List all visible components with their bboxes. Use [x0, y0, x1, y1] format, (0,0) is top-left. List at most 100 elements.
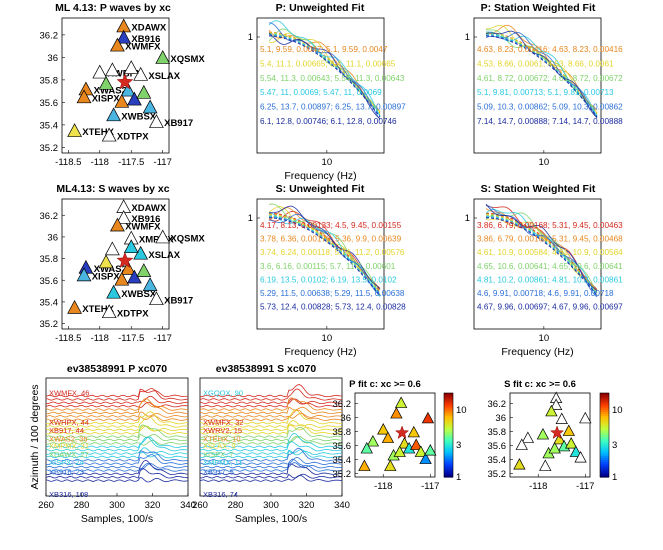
colorbar-segment [600, 426, 609, 430]
station-label: XB916 [131, 214, 160, 225]
station-marker [76, 267, 92, 282]
station-label: XDTPX [117, 132, 149, 143]
fit-parameters: 5.09, 10.3, 0.00862; 5.09, 10.3, 0.00862 [477, 103, 623, 112]
colorbar-segment [444, 416, 453, 419]
waveform-trace [45, 401, 189, 409]
s-map-xtick: -117 [154, 333, 172, 344]
colorbar-segment [444, 435, 453, 438]
waveform-trace [45, 415, 189, 428]
waveform-trace [45, 476, 189, 483]
colorbar-segment [444, 428, 453, 432]
waveform-trace [45, 433, 189, 442]
colorbar-segment [444, 424, 453, 428]
p-map-ytick: 36.2 [40, 30, 59, 41]
p-unweighted-xlabel: Frequency (Hz) [284, 170, 356, 182]
p-map-marks: XDAWXXB916XWMFXXQSMXXWBPXXSLAXXWAS2XISPX… [67, 18, 205, 143]
trace-label: XTEHX, 10 [203, 434, 241, 443]
waveform-trace [199, 420, 343, 428]
trace-label: XB316, 108 [49, 490, 88, 499]
station-label: XMPMX [139, 235, 175, 246]
p-fit-colorbar: 10 3 1 [443, 392, 467, 483]
station-marker [149, 291, 164, 306]
trace-label: XWMFX, 32 [203, 418, 243, 427]
colorbar-segment [444, 397, 453, 400]
colorbar-segment [600, 411, 609, 415]
fit-parameters: 4.81, 10.2, 0.00861; 4.81, 10.2, 0.00861 [477, 275, 623, 284]
waveform-trace [45, 411, 189, 425]
station-label: XWAS2 [94, 264, 127, 275]
station-label: XISPX [92, 93, 121, 104]
p-fit-map-ytick: 35.4 [333, 455, 352, 466]
waveform-trace [45, 436, 189, 449]
colorbar-tick: 10 [612, 405, 623, 416]
colorbar-segment [600, 466, 609, 470]
trace-label: XWMFX, 46 [49, 388, 89, 397]
s-fit-map-ytick: 36 [495, 413, 506, 424]
model-fit-line [485, 215, 598, 294]
s-weighted-xtick: 10 [539, 333, 550, 344]
s-fit-map-ytick: 36.2 [488, 399, 507, 410]
p-waveforms-xtick: 300 [109, 500, 125, 511]
station-marker [123, 60, 139, 74]
station-label: XDAWX [131, 23, 167, 34]
epicenter-star [116, 251, 134, 268]
colorbar-segment [444, 443, 453, 447]
waveform-trace [199, 424, 343, 432]
colorbar-segment [444, 460, 453, 463]
s-waveforms-xlabel: Samples, 100/s [235, 513, 307, 525]
waveform-trace [199, 397, 343, 411]
fit-parameters: 5.29, 11.5, 0.00638; 5.29, 11.5, 0.00638 [260, 289, 405, 298]
fit-parameters: 4.17, 8.13, 0.00133; 4.5, 9.45, 0.00155 [260, 221, 402, 230]
colorbar-tick: 3 [612, 440, 617, 451]
station-marker [101, 127, 117, 142]
trace-label: XISPX, 24 [49, 458, 84, 467]
s-weighted-ytick: 1 [465, 213, 470, 224]
spectrum-line [268, 20, 381, 117]
waveform-trace [199, 447, 343, 462]
colorbar-tick: 10 [456, 405, 467, 416]
station-label: XDAWX [131, 203, 167, 214]
colorbar-frame [443, 392, 454, 478]
waveform-trace [45, 395, 188, 405]
station-marker [569, 445, 583, 457]
p-fit-map-xtick: -117 [421, 481, 439, 492]
p-unweighted-ytick: 1 [248, 32, 253, 43]
waveform-trace [199, 474, 343, 482]
trace-label: XB916, 23 [49, 468, 84, 477]
waveform-trace [45, 459, 189, 476]
s-unweighted-ytick: 1 [248, 213, 253, 224]
s-unweighted-curves [268, 203, 381, 297]
colorbar-segment [600, 474, 609, 478]
s-map-ytick: 35.6 [40, 276, 59, 287]
station-marker [565, 437, 578, 449]
s-fit-map-ytick: 35.4 [488, 455, 507, 466]
colorbar-segment [600, 447, 609, 451]
s-fit-map-title: S fit c: xc >= 0.6 [504, 379, 576, 390]
station-label: XDTPX [117, 308, 149, 319]
p-map-xtick: -118.5 [55, 157, 81, 168]
colorbar-segment [444, 430, 453, 434]
station-marker [67, 123, 82, 137]
colorbar-segment [600, 424, 609, 428]
s-fit-map-ytick: 35.8 [488, 427, 507, 438]
colorbar-segment [600, 441, 609, 444]
colorbar-segment [600, 470, 609, 474]
p-fit-map-ytick: 35.6 [333, 441, 352, 452]
model-fit-line [268, 34, 381, 116]
s-map-title: ML4.13: S waves by xc [56, 183, 169, 195]
p-weighted-ytick: 1 [465, 32, 470, 43]
s-waveforms-title: ev38538991 S xc070 [216, 363, 317, 375]
model-fit-line [268, 214, 381, 293]
station-marker [536, 427, 550, 440]
s-fit-map-xtick: -118 [529, 481, 547, 492]
waveform-trace [199, 457, 343, 465]
waveform-trace [199, 398, 343, 408]
colorbar-segment [600, 443, 609, 447]
station-marker [106, 107, 122, 122]
p-waveforms-xtick: 260 [38, 500, 54, 511]
waveform-trace [45, 424, 189, 435]
station-marker [384, 459, 397, 471]
p-fit-map-frame [354, 392, 436, 478]
model-fit-line [268, 216, 381, 296]
s-waveforms-xtick: 280 [228, 500, 244, 511]
